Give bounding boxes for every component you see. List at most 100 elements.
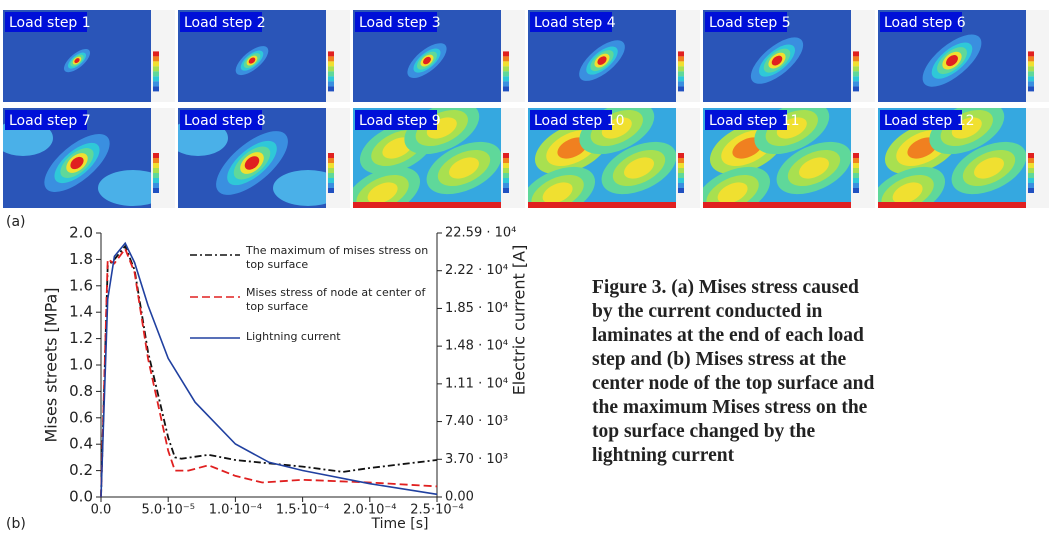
colorbar-swatch bbox=[153, 61, 159, 66]
y2-tick-label: 1.48 · 10⁴ bbox=[445, 339, 508, 354]
colorbar-swatch bbox=[1028, 86, 1034, 91]
colorbar-swatch bbox=[853, 51, 859, 56]
y-tick-label: 1.4 bbox=[69, 303, 93, 321]
colorbar-swatch bbox=[328, 71, 334, 76]
colorbar-swatch bbox=[153, 76, 159, 81]
panel-b-label: (b) bbox=[6, 516, 26, 532]
colorbar-swatch bbox=[1028, 188, 1034, 193]
colorbar-swatch bbox=[853, 56, 859, 61]
contour-panel: Load step 5 bbox=[703, 10, 875, 102]
y-tick-label: 1.2 bbox=[69, 329, 93, 347]
colorbar-swatch bbox=[503, 76, 509, 81]
contour-panel: Load step 11 bbox=[687, 91, 875, 230]
colorbar-swatch bbox=[328, 66, 334, 71]
x-tick-label: 2.0·10⁻⁴ bbox=[343, 503, 396, 518]
colorbar-swatch bbox=[678, 178, 684, 183]
colorbar-swatch bbox=[503, 168, 509, 173]
y2-tick-label: 7.40 · 10³ bbox=[445, 414, 508, 429]
contour-panel: Load step 3 bbox=[353, 10, 525, 102]
colorbar-swatch bbox=[853, 188, 859, 193]
contour-panel: Load step 6 bbox=[878, 10, 1049, 102]
colorbar-swatch bbox=[853, 153, 859, 158]
colorbar-swatch bbox=[853, 163, 859, 168]
page: (a) (b) Time [s] Mises streets [MPa] Ele… bbox=[0, 0, 1049, 536]
step-label: Load step 9 bbox=[359, 113, 441, 129]
colorbar-swatch bbox=[328, 188, 334, 193]
figure: (a) (b) Time [s] Mises streets [MPa] Ele… bbox=[0, 0, 1049, 536]
y-tick-label: 0.4 bbox=[69, 435, 93, 453]
colorbar-swatch bbox=[153, 163, 159, 168]
contour-panel: Load step 4 bbox=[528, 10, 700, 102]
colorbar-swatch bbox=[853, 183, 859, 188]
step-label: Load step 8 bbox=[184, 113, 266, 129]
y-tick-label: 0.6 bbox=[69, 408, 93, 426]
colorbar-swatch bbox=[328, 168, 334, 173]
y2-tick-label: 3.70 · 10³ bbox=[445, 452, 508, 467]
colorbar-swatch bbox=[153, 168, 159, 173]
colorbar-swatch bbox=[503, 173, 509, 178]
colorbar-swatch bbox=[328, 153, 334, 158]
colorbar-swatch bbox=[503, 183, 509, 188]
colorbar-swatch bbox=[853, 81, 859, 86]
colorbar-swatch bbox=[153, 173, 159, 178]
colorbar-swatch bbox=[153, 56, 159, 61]
step-label: Load step 7 bbox=[9, 113, 91, 129]
step-label: Load step 10 bbox=[534, 113, 625, 129]
x-tick-label: 1.0·10⁻⁴ bbox=[209, 503, 262, 518]
colorbar-swatch bbox=[328, 81, 334, 86]
colorbar-swatch bbox=[678, 56, 684, 61]
colorbar-swatch bbox=[328, 178, 334, 183]
colorbar-swatch bbox=[1028, 56, 1034, 61]
contour-edge bbox=[528, 202, 676, 208]
colorbar-swatch bbox=[678, 51, 684, 56]
colorbar-swatch bbox=[153, 81, 159, 86]
colorbar-swatch bbox=[503, 71, 509, 76]
colorbar-swatch bbox=[678, 81, 684, 86]
colorbar-swatch bbox=[503, 56, 509, 61]
contour-panel: Load step 10 bbox=[512, 91, 700, 230]
colorbar-swatch bbox=[153, 178, 159, 183]
y-tick-label: 1.8 bbox=[69, 250, 93, 268]
colorbar-swatch bbox=[503, 178, 509, 183]
colorbar-swatch bbox=[853, 66, 859, 71]
y2-tick-label: 1.85 · 10⁴ bbox=[445, 301, 508, 316]
step-label: Load step 5 bbox=[709, 15, 791, 31]
contour-edge bbox=[353, 202, 501, 208]
contour-panel: Load step 7 bbox=[0, 108, 175, 208]
colorbar-swatch bbox=[503, 81, 509, 86]
x-tick-label: 2.5·10⁻⁴ bbox=[410, 503, 463, 518]
caption: Figure 3. (a) Mises stress caused by the… bbox=[592, 276, 882, 468]
colorbar-swatch bbox=[503, 51, 509, 56]
colorbar-swatch bbox=[678, 158, 684, 163]
colorbar-swatch bbox=[678, 168, 684, 173]
colorbar-swatch bbox=[678, 183, 684, 188]
colorbar-swatch bbox=[1028, 153, 1034, 158]
legend-label: Lightning current bbox=[246, 330, 446, 344]
contour-edge bbox=[703, 202, 851, 208]
colorbar-swatch bbox=[328, 163, 334, 168]
colorbar-swatch bbox=[1028, 51, 1034, 56]
step-label: Load step 12 bbox=[884, 113, 975, 129]
colorbar-swatch bbox=[1028, 163, 1034, 168]
colorbar-swatch bbox=[503, 86, 509, 91]
step-label: Load step 6 bbox=[884, 15, 966, 31]
y-tick-label: 1.6 bbox=[69, 276, 93, 294]
contour-panel: Load step 9 bbox=[337, 91, 525, 230]
x-tick-label: 1.5·10⁻⁴ bbox=[276, 503, 329, 518]
colorbar-swatch bbox=[503, 163, 509, 168]
colorbar-swatch bbox=[328, 173, 334, 178]
colorbar-swatch bbox=[853, 178, 859, 183]
colorbar-swatch bbox=[1028, 81, 1034, 86]
colorbar-swatch bbox=[853, 71, 859, 76]
y2-tick-label: 2.22 · 10⁴ bbox=[445, 263, 508, 278]
colorbar-swatch bbox=[503, 66, 509, 71]
colorbar-swatch bbox=[153, 153, 159, 158]
colorbar-swatch bbox=[153, 51, 159, 56]
contour-panel: Load step 1 bbox=[3, 10, 175, 102]
colorbar-swatch bbox=[853, 86, 859, 91]
colorbar-swatch bbox=[153, 71, 159, 76]
colorbar-swatch bbox=[1028, 158, 1034, 163]
colorbar-swatch bbox=[678, 61, 684, 66]
colorbar-swatch bbox=[1028, 178, 1034, 183]
colorbar-swatch bbox=[1028, 66, 1034, 71]
